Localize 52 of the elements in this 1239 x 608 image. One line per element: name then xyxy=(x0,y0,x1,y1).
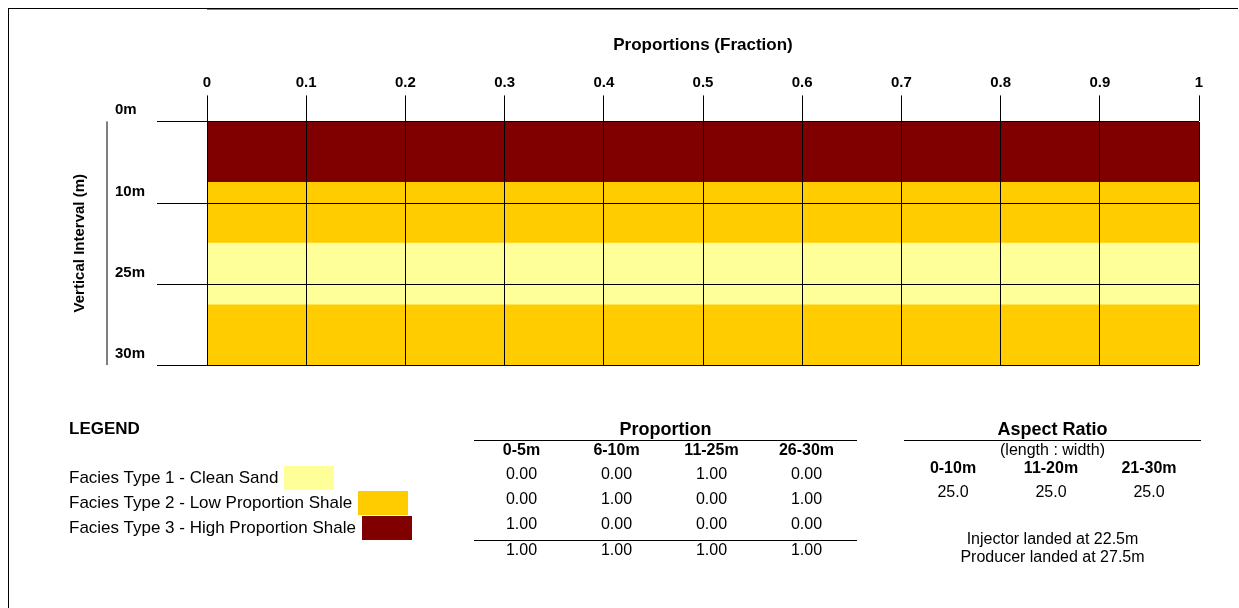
text: 1.00 xyxy=(695,541,728,558)
x-tick-label: 0.5 xyxy=(692,72,714,90)
data-label: 1.00 xyxy=(504,515,539,533)
x-tick-label: 0.2 xyxy=(394,72,416,90)
data-label: 0.00 xyxy=(504,490,539,508)
text: Injector landed at 22.5m xyxy=(965,530,1140,548)
text: 1.00 xyxy=(505,541,538,558)
text: 10m xyxy=(115,182,146,200)
data-label: 0.00 xyxy=(504,465,539,483)
category-label: 11-20m xyxy=(1022,459,1080,477)
legend-label: Facies Type 1 - Clean Sand xyxy=(69,467,279,488)
x-tick-label: 0.9 xyxy=(1089,72,1111,90)
text: Aspect Ratio xyxy=(904,419,1201,441)
data-label: 0.00 xyxy=(694,515,729,533)
data-label: 25.0 xyxy=(1132,483,1166,501)
x-tick-label: 0.6 xyxy=(791,72,813,90)
data-label: 1.00 xyxy=(694,465,729,483)
text: 1.00 xyxy=(790,541,823,558)
category-label: 26-30m xyxy=(777,441,836,459)
category-label: 0-10m xyxy=(928,459,978,477)
text: 0m xyxy=(115,100,137,118)
category-label: 11-25m xyxy=(683,441,740,459)
y-axis-title: Vertical Interval (m) xyxy=(70,174,88,313)
text: Producer landed at 27.5m xyxy=(959,548,1146,566)
data-label: 0.00 xyxy=(789,515,824,533)
x-tick-label: 0.7 xyxy=(890,72,912,90)
text: (length : width) xyxy=(999,441,1106,459)
data-label: 1.00 xyxy=(789,490,824,508)
x-tick-label: 0.4 xyxy=(593,72,615,90)
text: 1.00 xyxy=(600,541,633,558)
chart-title: Proportions (Fraction) xyxy=(613,34,793,54)
category-label: 6-10m xyxy=(592,441,641,459)
x-tick-label: 0.8 xyxy=(990,72,1012,90)
legend-label: Facies Type 3 - High Proportion Shale xyxy=(69,517,356,538)
text: Proportion xyxy=(474,419,857,441)
legend-title: LEGEND xyxy=(69,419,141,439)
data-label: 25.0 xyxy=(1034,483,1068,501)
x-tick-label: 0 xyxy=(202,72,212,90)
x-tick-label: 0.3 xyxy=(494,72,516,90)
data-label: 0.00 xyxy=(599,465,634,483)
category-label: 21-30m xyxy=(1120,459,1178,477)
data-label: 0.00 xyxy=(599,515,634,533)
data-label: 1.00 xyxy=(599,490,634,508)
text: 30m xyxy=(115,344,146,362)
x-tick-label: 0.1 xyxy=(295,72,317,90)
data-label: 0.00 xyxy=(789,465,824,483)
text: 25m xyxy=(115,263,146,281)
data-label: 0.00 xyxy=(694,490,729,508)
x-tick-label: 1 xyxy=(1194,72,1204,90)
legend-label: Facies Type 2 - Low Proportion Shale xyxy=(69,492,353,513)
category-label: 0-5m xyxy=(501,441,542,459)
data-label: 25.0 xyxy=(936,483,970,501)
